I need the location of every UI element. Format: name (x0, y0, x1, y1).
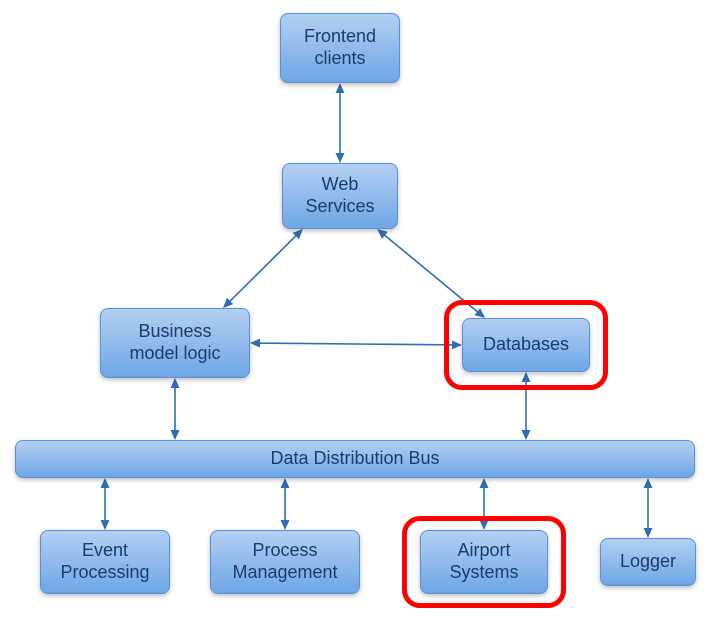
highlight-air (402, 516, 566, 608)
diagram-stage: Frontend clients Web Services Business mod… (0, 0, 728, 633)
highlight-db (444, 300, 608, 390)
node-frontend: Frontend clients (280, 13, 400, 83)
node-web: Web Services (282, 163, 398, 229)
node-evt: Event Processing (40, 530, 170, 594)
node-proc: Process Management (210, 530, 360, 594)
node-bus: Data Distribution Bus (15, 440, 695, 478)
node-biz: Business model logic (100, 308, 250, 378)
node-log: Logger (600, 538, 696, 586)
